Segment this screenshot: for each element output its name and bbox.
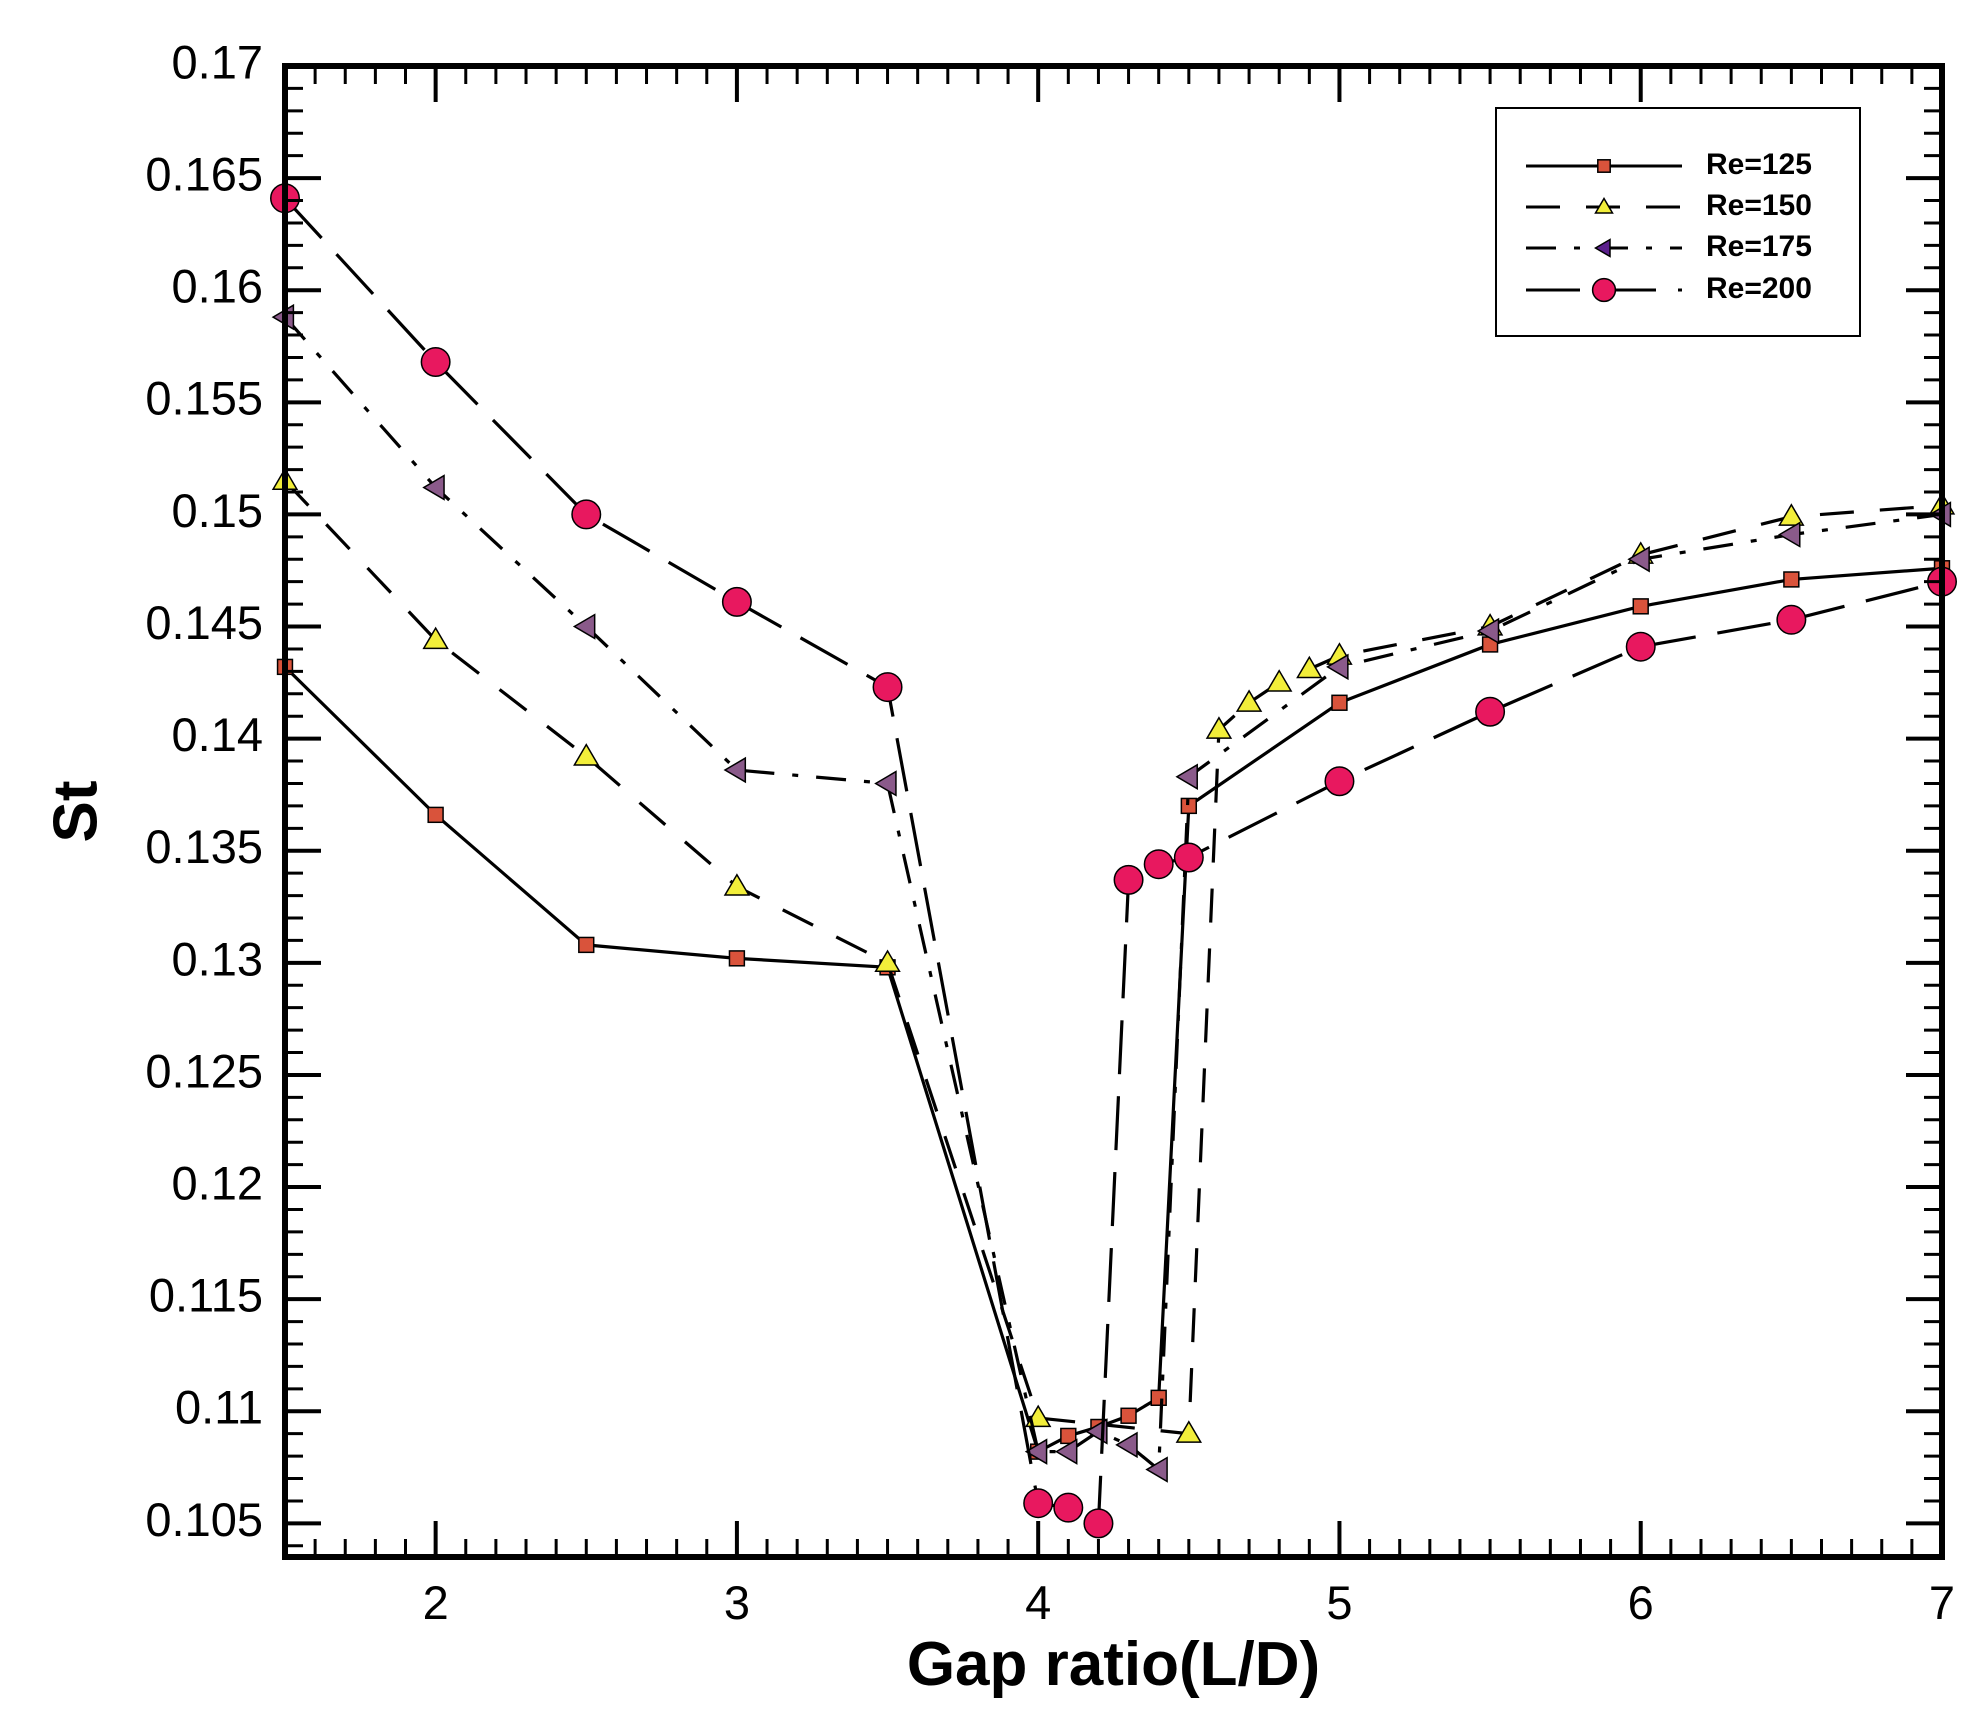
data-point (422, 474, 445, 501)
data-point (572, 613, 596, 640)
legend-entry: Re=125 (1526, 148, 1812, 181)
data-point (721, 586, 752, 617)
data-point (1175, 763, 1198, 790)
x-tick-label: 4 (1025, 1576, 1051, 1629)
data-point (1060, 1427, 1077, 1445)
data-point (1776, 604, 1807, 635)
data-point (573, 743, 600, 766)
data-point (1115, 1431, 1138, 1459)
series-Re=125 (276, 560, 1951, 1460)
y-tick-label: 0.17 (172, 35, 263, 88)
y-tick-label: 0.145 (145, 596, 263, 649)
data-point (1632, 598, 1649, 615)
y-tick-label: 0.125 (145, 1044, 263, 1097)
data-point (874, 770, 897, 797)
ticks-layer: 2 3 4 5 6 7 0.105 0.11 0.115 0.12 0.125 0.13 0.135 0.… (145, 35, 1955, 1629)
data-point (1053, 1492, 1084, 1523)
series-line (283, 197, 1943, 1526)
legend-label: Re=125 (1706, 148, 1812, 181)
data-point (422, 626, 449, 650)
data-point (1777, 521, 1801, 548)
series-line (283, 316, 1943, 1473)
data-point (1175, 1420, 1203, 1443)
legend-marker (1597, 159, 1611, 173)
data-point (1083, 1508, 1114, 1539)
legend-box (1495, 107, 1861, 337)
data-point (420, 346, 451, 377)
series-layer (270, 183, 1957, 1539)
data-point (1024, 1438, 1048, 1465)
data-point (1023, 1488, 1054, 1519)
y-tick-label: 0.13 (172, 932, 263, 985)
data-point (1475, 696, 1506, 727)
data-point (1326, 653, 1349, 681)
x-tick-label: 5 (1326, 1576, 1352, 1629)
legend-label: Re=150 (1706, 189, 1812, 222)
data-point (1235, 689, 1263, 712)
data-point (1778, 503, 1805, 526)
data-point (1180, 797, 1198, 815)
data-point (1150, 1389, 1167, 1407)
data-point (1265, 669, 1293, 692)
data-point (728, 950, 746, 967)
series-line (283, 479, 1943, 1436)
legend-label: Re=200 (1706, 272, 1812, 305)
legend-marker (1594, 238, 1611, 258)
data-point (1173, 842, 1204, 873)
x-tick-label: 6 (1628, 1576, 1654, 1629)
data-point (1783, 571, 1800, 588)
y-tick-label: 0.155 (145, 372, 263, 425)
y-tick-label: 0.15 (172, 484, 263, 537)
data-point (571, 499, 602, 530)
data-point (1331, 694, 1348, 711)
data-point (1205, 716, 1233, 739)
legend: Re=125 Re=150 Re=175 Re=200 (1495, 107, 1861, 337)
data-point (723, 873, 751, 896)
data-point (723, 756, 747, 784)
legend-entry: Re=200 (1526, 272, 1812, 305)
plot-frame (282, 63, 1945, 1560)
y-tick-label: 0.165 (145, 148, 263, 201)
y-axis-title: St (41, 781, 110, 843)
data-point (1113, 864, 1144, 895)
data-point (872, 672, 903, 703)
y-tick-label: 0.115 (149, 1269, 263, 1322)
x-tick-label: 7 (1929, 1576, 1955, 1629)
legend-label: Re=175 (1706, 230, 1812, 263)
series-line (283, 566, 1943, 1454)
data-point (1476, 617, 1500, 645)
y-tick-label: 0.16 (172, 260, 263, 313)
data-point (1627, 546, 1650, 573)
series-Re=175 (271, 303, 1952, 1483)
series-Re=150 (271, 467, 1956, 1443)
data-point (1145, 1456, 1168, 1483)
y-tick-label: 0.105 (145, 1493, 263, 1546)
x-axis-title: Gap ratio(L/D) (907, 1630, 1320, 1699)
legend-marker (1591, 277, 1617, 303)
y-tick-label: 0.135 (145, 820, 263, 873)
y-tick-label: 0.11 (175, 1381, 263, 1434)
legend-marker (1594, 197, 1614, 214)
data-point (427, 806, 444, 824)
data-point (874, 949, 901, 972)
data-point (1120, 1407, 1137, 1424)
x-tick-label: 3 (724, 1576, 750, 1629)
data-point (1625, 631, 1656, 662)
y-tick-label: 0.14 (172, 708, 263, 761)
data-point (1054, 1438, 1078, 1465)
data-point (1296, 655, 1323, 679)
series-Re=200 (270, 183, 1957, 1539)
y-tick-label: 0.12 (172, 1156, 263, 1209)
data-point (1143, 849, 1174, 880)
data-point (578, 936, 595, 954)
x-tick-label: 2 (423, 1576, 449, 1629)
legend-entry: Re=175 (1526, 230, 1812, 263)
data-point (1324, 766, 1355, 797)
legend-entry: Re=150 (1526, 189, 1812, 222)
